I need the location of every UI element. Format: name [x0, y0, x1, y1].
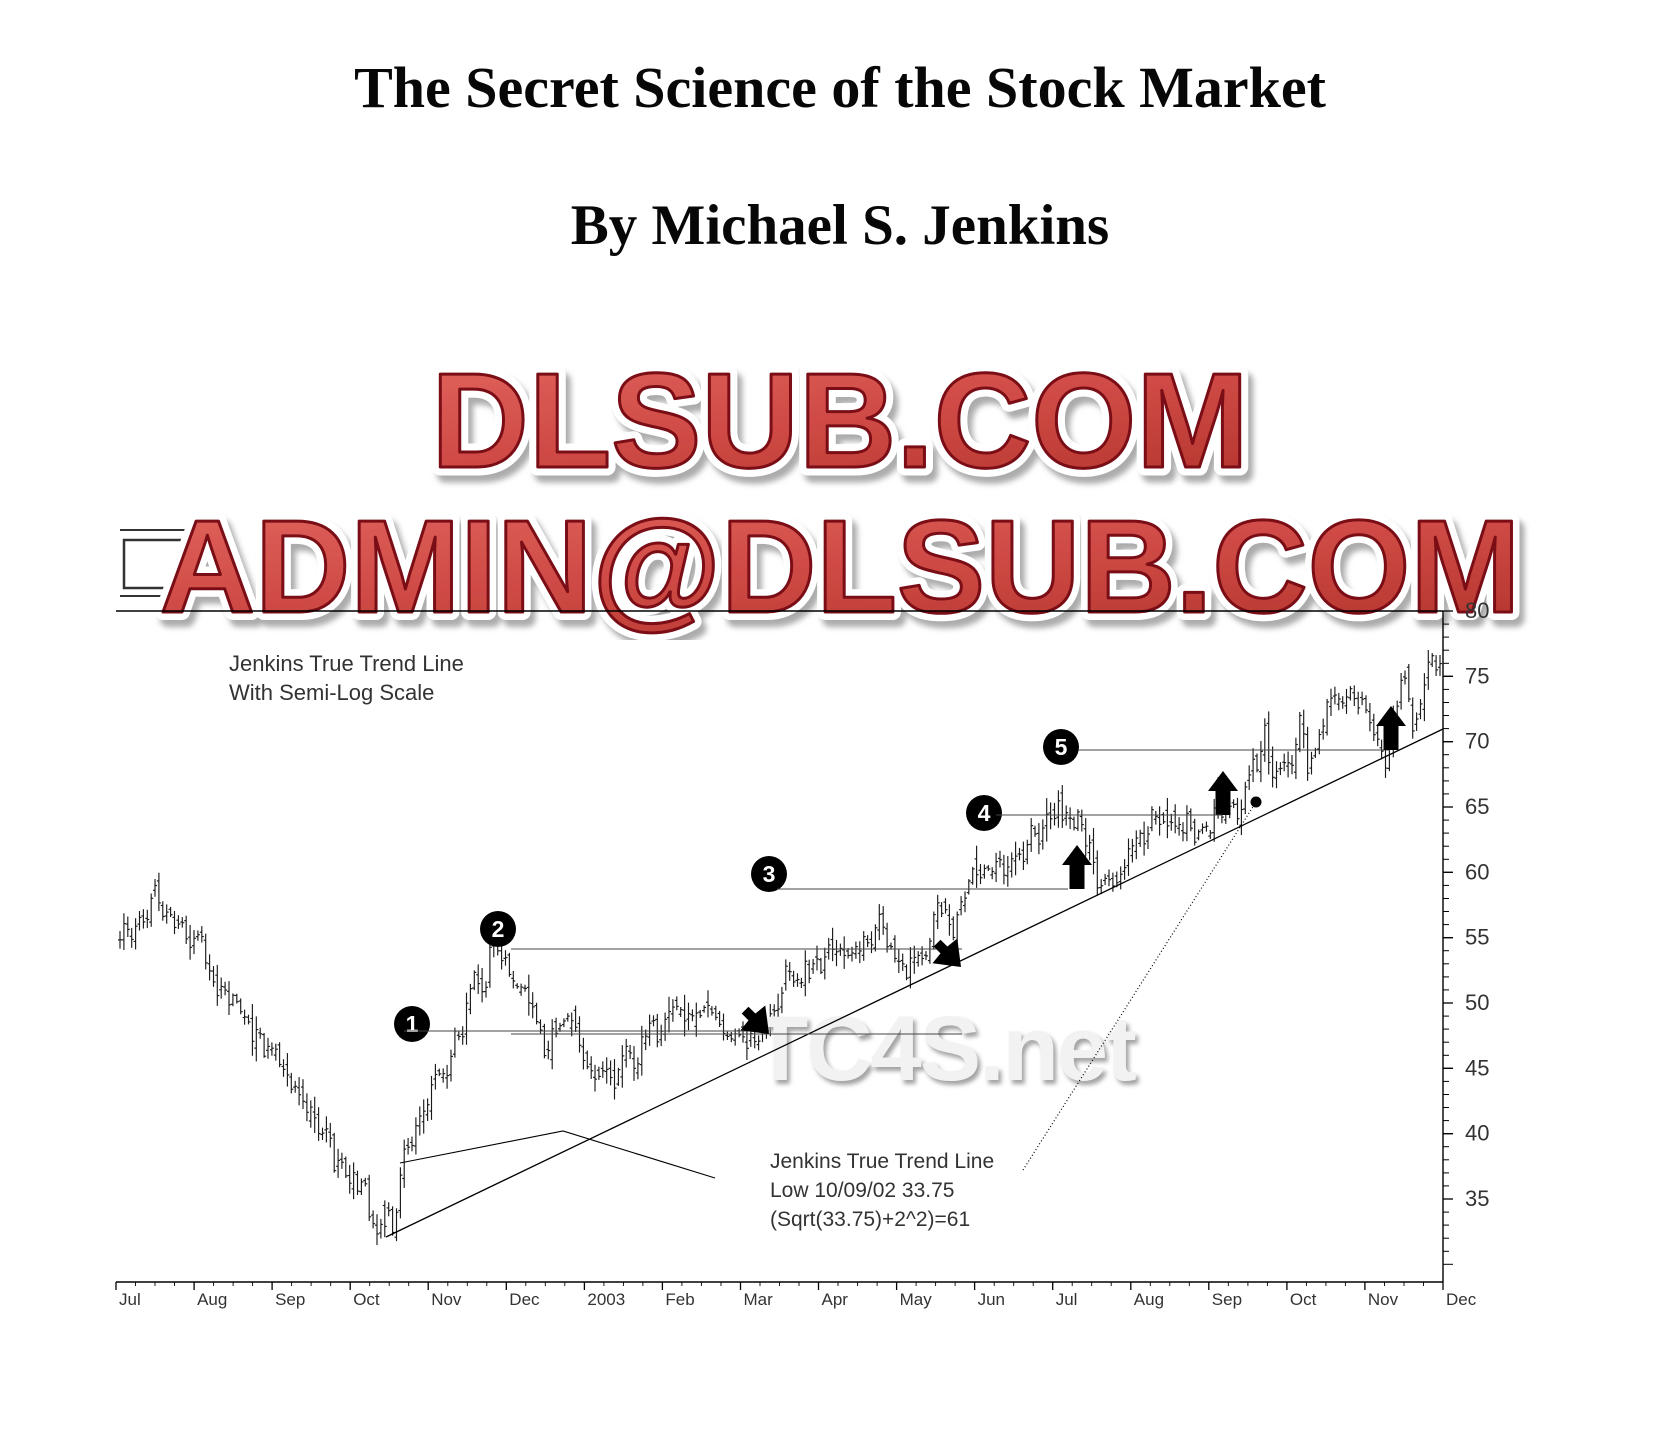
svg-text:2003: 2003 — [587, 1290, 625, 1309]
svg-text:70: 70 — [1465, 729, 1489, 754]
svg-text:TC4S.net: TC4S.net — [752, 998, 1136, 1100]
svg-text:Jenkins True Trend Line: Jenkins True Trend Line — [770, 1150, 994, 1173]
svg-text:2: 2 — [492, 916, 505, 942]
svg-text:Dec: Dec — [1446, 1290, 1477, 1309]
svg-text:Oct: Oct — [1290, 1290, 1317, 1309]
svg-text:45: 45 — [1465, 1055, 1489, 1080]
svg-text:5: 5 — [1055, 734, 1068, 760]
svg-text:Mar: Mar — [744, 1290, 774, 1309]
svg-text:80: 80 — [1465, 598, 1489, 623]
svg-text:Sep: Sep — [1212, 1290, 1242, 1309]
svg-text:Aug: Aug — [197, 1290, 227, 1309]
svg-text:60: 60 — [1465, 859, 1489, 884]
svg-text:Jun: Jun — [978, 1290, 1005, 1309]
svg-text:(Sqrt(33.75)+2^2)=61: (Sqrt(33.75)+2^2)=61 — [770, 1208, 970, 1231]
svg-text:Aug: Aug — [1134, 1290, 1164, 1309]
svg-text:Low 10/09/02 33.75: Low 10/09/02 33.75 — [770, 1179, 955, 1202]
svg-text:75: 75 — [1465, 663, 1489, 688]
svg-text:With Semi-Log Scale: With Semi-Log Scale — [229, 680, 434, 705]
svg-text:40: 40 — [1465, 1121, 1489, 1146]
svg-text:Jul: Jul — [119, 1290, 141, 1309]
svg-text:Feb: Feb — [665, 1290, 694, 1309]
svg-text:1: 1 — [406, 1011, 419, 1037]
svg-text:Apr: Apr — [822, 1290, 849, 1309]
svg-text:35: 35 — [1465, 1186, 1489, 1211]
svg-text:Jenkins True Trend Line: Jenkins True Trend Line — [229, 651, 464, 676]
svg-text:Nov: Nov — [1368, 1290, 1399, 1309]
svg-text:65: 65 — [1465, 794, 1489, 819]
svg-text:Jul: Jul — [1056, 1290, 1078, 1309]
svg-text:3: 3 — [763, 861, 776, 887]
svg-text:Oct: Oct — [353, 1290, 380, 1309]
svg-text:55: 55 — [1465, 925, 1489, 950]
svg-text:Nov: Nov — [431, 1290, 462, 1309]
svg-text:Dec: Dec — [509, 1290, 540, 1309]
svg-text:50: 50 — [1465, 990, 1489, 1015]
svg-text:Sep: Sep — [275, 1290, 305, 1309]
svg-text:4: 4 — [978, 800, 991, 826]
svg-text:May: May — [900, 1290, 933, 1309]
